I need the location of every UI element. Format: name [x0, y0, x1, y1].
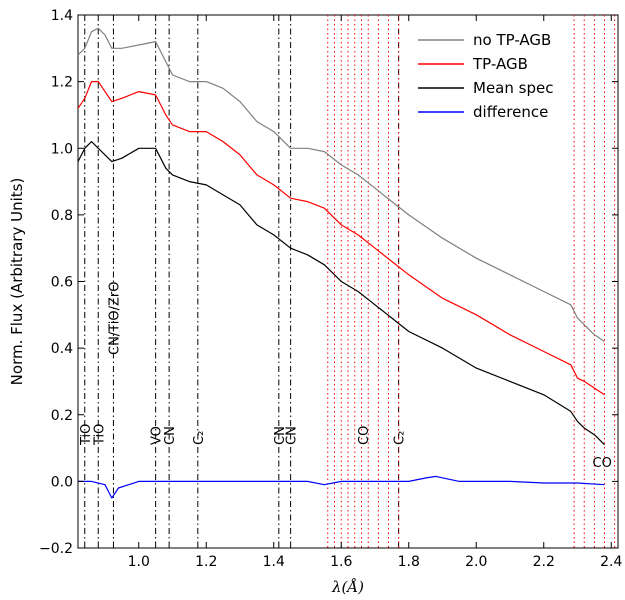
series-layer [77, 27, 605, 499]
x-tick-label-8: 2.4 [600, 554, 622, 570]
x-tick-label-6: 2.0 [465, 554, 487, 570]
x-tick-label-7: 2.2 [533, 554, 555, 570]
y-tick-label-7: 1.2 [51, 75, 73, 91]
legend-label-2: Mean spec [473, 79, 553, 97]
y-tick-label-8: 1.4 [51, 8, 73, 24]
y-tick-label-2: 0.2 [51, 408, 73, 424]
feature-label-3: VO [150, 426, 165, 445]
feature-label-1: TiO [92, 424, 107, 446]
y-tick-label-1: 0.0 [51, 474, 73, 490]
series-line-3 [78, 475, 605, 499]
y-tick-label-0: −0.2 [39, 541, 73, 557]
x-tick-label-3: 1.4 [263, 554, 285, 570]
feature-label-2: CN/TiO/ZrO [107, 282, 122, 355]
legend-label-3: difference [473, 103, 548, 121]
y-tick-label-3: 0.4 [51, 341, 73, 357]
y-tick-label-6: 1.0 [51, 141, 73, 157]
y-tick-label-5: 0.8 [51, 208, 73, 224]
feature-label-9: C₂ [393, 431, 408, 445]
x-axis-ticks: 1.0 1.2 1.4 1.6 1.8 2.0 2.2 2.4 [128, 15, 622, 570]
feature-label-8: CO [357, 426, 372, 445]
y-axis-label: Norm. Flux (Arbitrary Units) [8, 178, 26, 386]
x-tick-label-4: 1.6 [330, 554, 352, 570]
y-axis-ticks: −0.2 0.0 0.2 0.4 0.6 0.8 1.0 1.2 1.4 [39, 8, 618, 557]
x-tick-label-2: 1.2 [195, 554, 217, 570]
feature-label-5: C₂ [192, 431, 207, 445]
legend-label-0: no TP-AGB [473, 31, 551, 49]
series-line-1 [77, 81, 605, 396]
x-axis-label: λ(Å) [331, 578, 364, 596]
feature-label-4: CN [163, 426, 178, 445]
legend: no TP-AGB TP-AGB Mean spec difference [418, 31, 553, 121]
series-line-2 [77, 141, 605, 446]
feature-label-7: CN [285, 426, 300, 445]
x-tick-label-1: 1.0 [128, 554, 150, 570]
x-tick-label-5: 1.8 [398, 554, 420, 570]
feature-label-0: TiO [79, 424, 94, 446]
feature-label-6: CN [273, 426, 288, 445]
feature-label-10: CO [593, 456, 612, 471]
legend-label-1: TP-AGB [472, 55, 528, 73]
y-tick-label-4: 0.6 [51, 275, 73, 291]
series-line-0 [77, 27, 605, 342]
